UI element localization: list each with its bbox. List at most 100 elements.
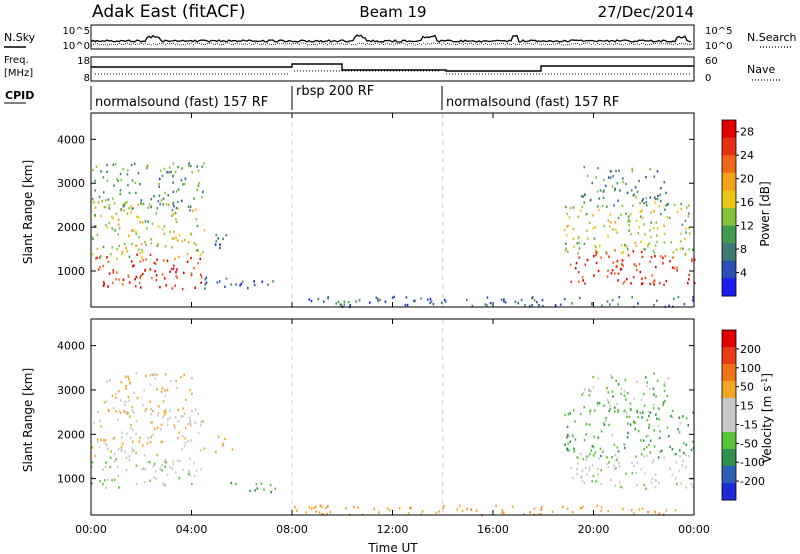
scatter-cell	[260, 482, 263, 485]
scatter-cell	[649, 260, 651, 263]
scatter-cell	[161, 228, 164, 231]
scatter-cell	[162, 416, 164, 419]
scatter-cell	[641, 416, 643, 419]
scatter-cell	[652, 249, 655, 253]
scatter-cell	[166, 259, 169, 262]
scatter-cell	[144, 409, 146, 412]
scatter-cell	[659, 430, 661, 433]
scatter-cell	[429, 301, 431, 305]
scatter-cell	[125, 246, 127, 250]
scatter-cell	[617, 272, 620, 275]
scatter-cell	[615, 459, 618, 462]
scatter-cell	[181, 287, 184, 291]
scatter-cell	[150, 198, 153, 201]
scatter-cell	[633, 464, 635, 468]
colorbar-swatch	[722, 172, 736, 191]
scatter-cell	[106, 447, 109, 451]
scatter-cell	[683, 451, 685, 455]
scatter-cell	[608, 461, 610, 464]
scatter-cell	[646, 204, 648, 207]
scatter-cell	[174, 257, 176, 261]
scatter-cell	[651, 274, 653, 277]
scatter-cell	[655, 197, 657, 201]
scatter-cell	[407, 511, 410, 515]
scatter-cell	[153, 373, 155, 376]
scatter-cell	[642, 439, 645, 442]
scatter-cell	[586, 174, 589, 178]
scatter-cell	[631, 296, 633, 299]
scatter-cell	[648, 414, 650, 418]
scatter-cell	[189, 424, 192, 427]
scatter-cell	[193, 266, 195, 270]
scatter-cell	[357, 506, 359, 509]
scatter-cell	[595, 176, 597, 179]
scatter-cell	[644, 276, 647, 280]
scatter-cell	[181, 448, 183, 451]
scatter-cell	[648, 443, 650, 447]
scatter-cell	[117, 418, 119, 421]
scatter-cell	[635, 219, 638, 222]
nave-label: Nave	[747, 63, 775, 76]
scatter-cell	[592, 474, 595, 478]
scatter-cell	[95, 257, 97, 260]
scatter-cell	[358, 299, 361, 302]
scatter-cell	[133, 264, 135, 267]
scatter-cell	[582, 195, 585, 198]
scatter-cell	[97, 268, 100, 271]
scatter-cell	[597, 269, 600, 273]
scatter-cell	[162, 400, 165, 403]
colorbar-tick-label: 200	[740, 343, 761, 356]
scatter-cell	[110, 252, 112, 256]
scatter-cell	[586, 237, 589, 240]
scatter-cell	[602, 196, 605, 200]
scatter-cell	[672, 251, 675, 254]
y-tick-label: 2000	[57, 428, 85, 441]
scatter-cell	[656, 417, 658, 420]
scatter-cell	[648, 426, 650, 429]
scatter-cell	[143, 389, 145, 392]
scatter-cell	[157, 242, 159, 246]
scatter-cell	[573, 450, 576, 453]
scatter-cell	[599, 189, 602, 192]
scatter-cell	[222, 444, 224, 447]
scatter-cell	[189, 474, 191, 477]
scatter-cell	[634, 186, 637, 189]
scatter-cell	[180, 179, 183, 182]
scatter-cell	[152, 433, 155, 437]
scatter-cell	[641, 209, 643, 212]
scatter-cell	[178, 431, 181, 434]
scatter-cell	[153, 195, 155, 198]
scatter-cell	[583, 242, 586, 245]
scatter-cell	[154, 262, 157, 265]
scatter-cell	[106, 226, 108, 229]
scatter-cell	[115, 396, 117, 399]
scatter-cell	[650, 481, 653, 484]
scatter-cell	[161, 463, 163, 467]
scatter-cell	[605, 416, 607, 420]
scatter-cell	[611, 376, 613, 379]
scatter-cell	[475, 509, 478, 512]
scatter-cell	[202, 190, 204, 194]
scatter-cell	[150, 238, 153, 241]
scatter-cell	[571, 302, 573, 305]
scatter-cell	[197, 431, 200, 434]
scatter-cell	[103, 401, 106, 404]
scatter-cell	[660, 255, 662, 258]
scatter-cell	[193, 197, 195, 200]
colorbar-tick-label: -100	[740, 456, 765, 469]
scatter-cell	[653, 303, 655, 307]
scatter-cell	[588, 394, 591, 397]
scatter-cell	[652, 387, 655, 390]
scatter-cell	[144, 268, 146, 272]
scatter-cell	[294, 506, 296, 509]
scatter-cell	[609, 176, 612, 179]
scatter-cell	[142, 404, 144, 407]
scatter-cell	[102, 191, 105, 194]
scatter-cell	[593, 255, 595, 258]
scatter-cell	[175, 271, 177, 274]
scatter-cell	[635, 264, 637, 268]
scatter-cell	[311, 507, 313, 510]
scatter-cell	[100, 170, 102, 173]
scatter-cell	[255, 483, 258, 486]
scatter-cell	[636, 409, 638, 412]
